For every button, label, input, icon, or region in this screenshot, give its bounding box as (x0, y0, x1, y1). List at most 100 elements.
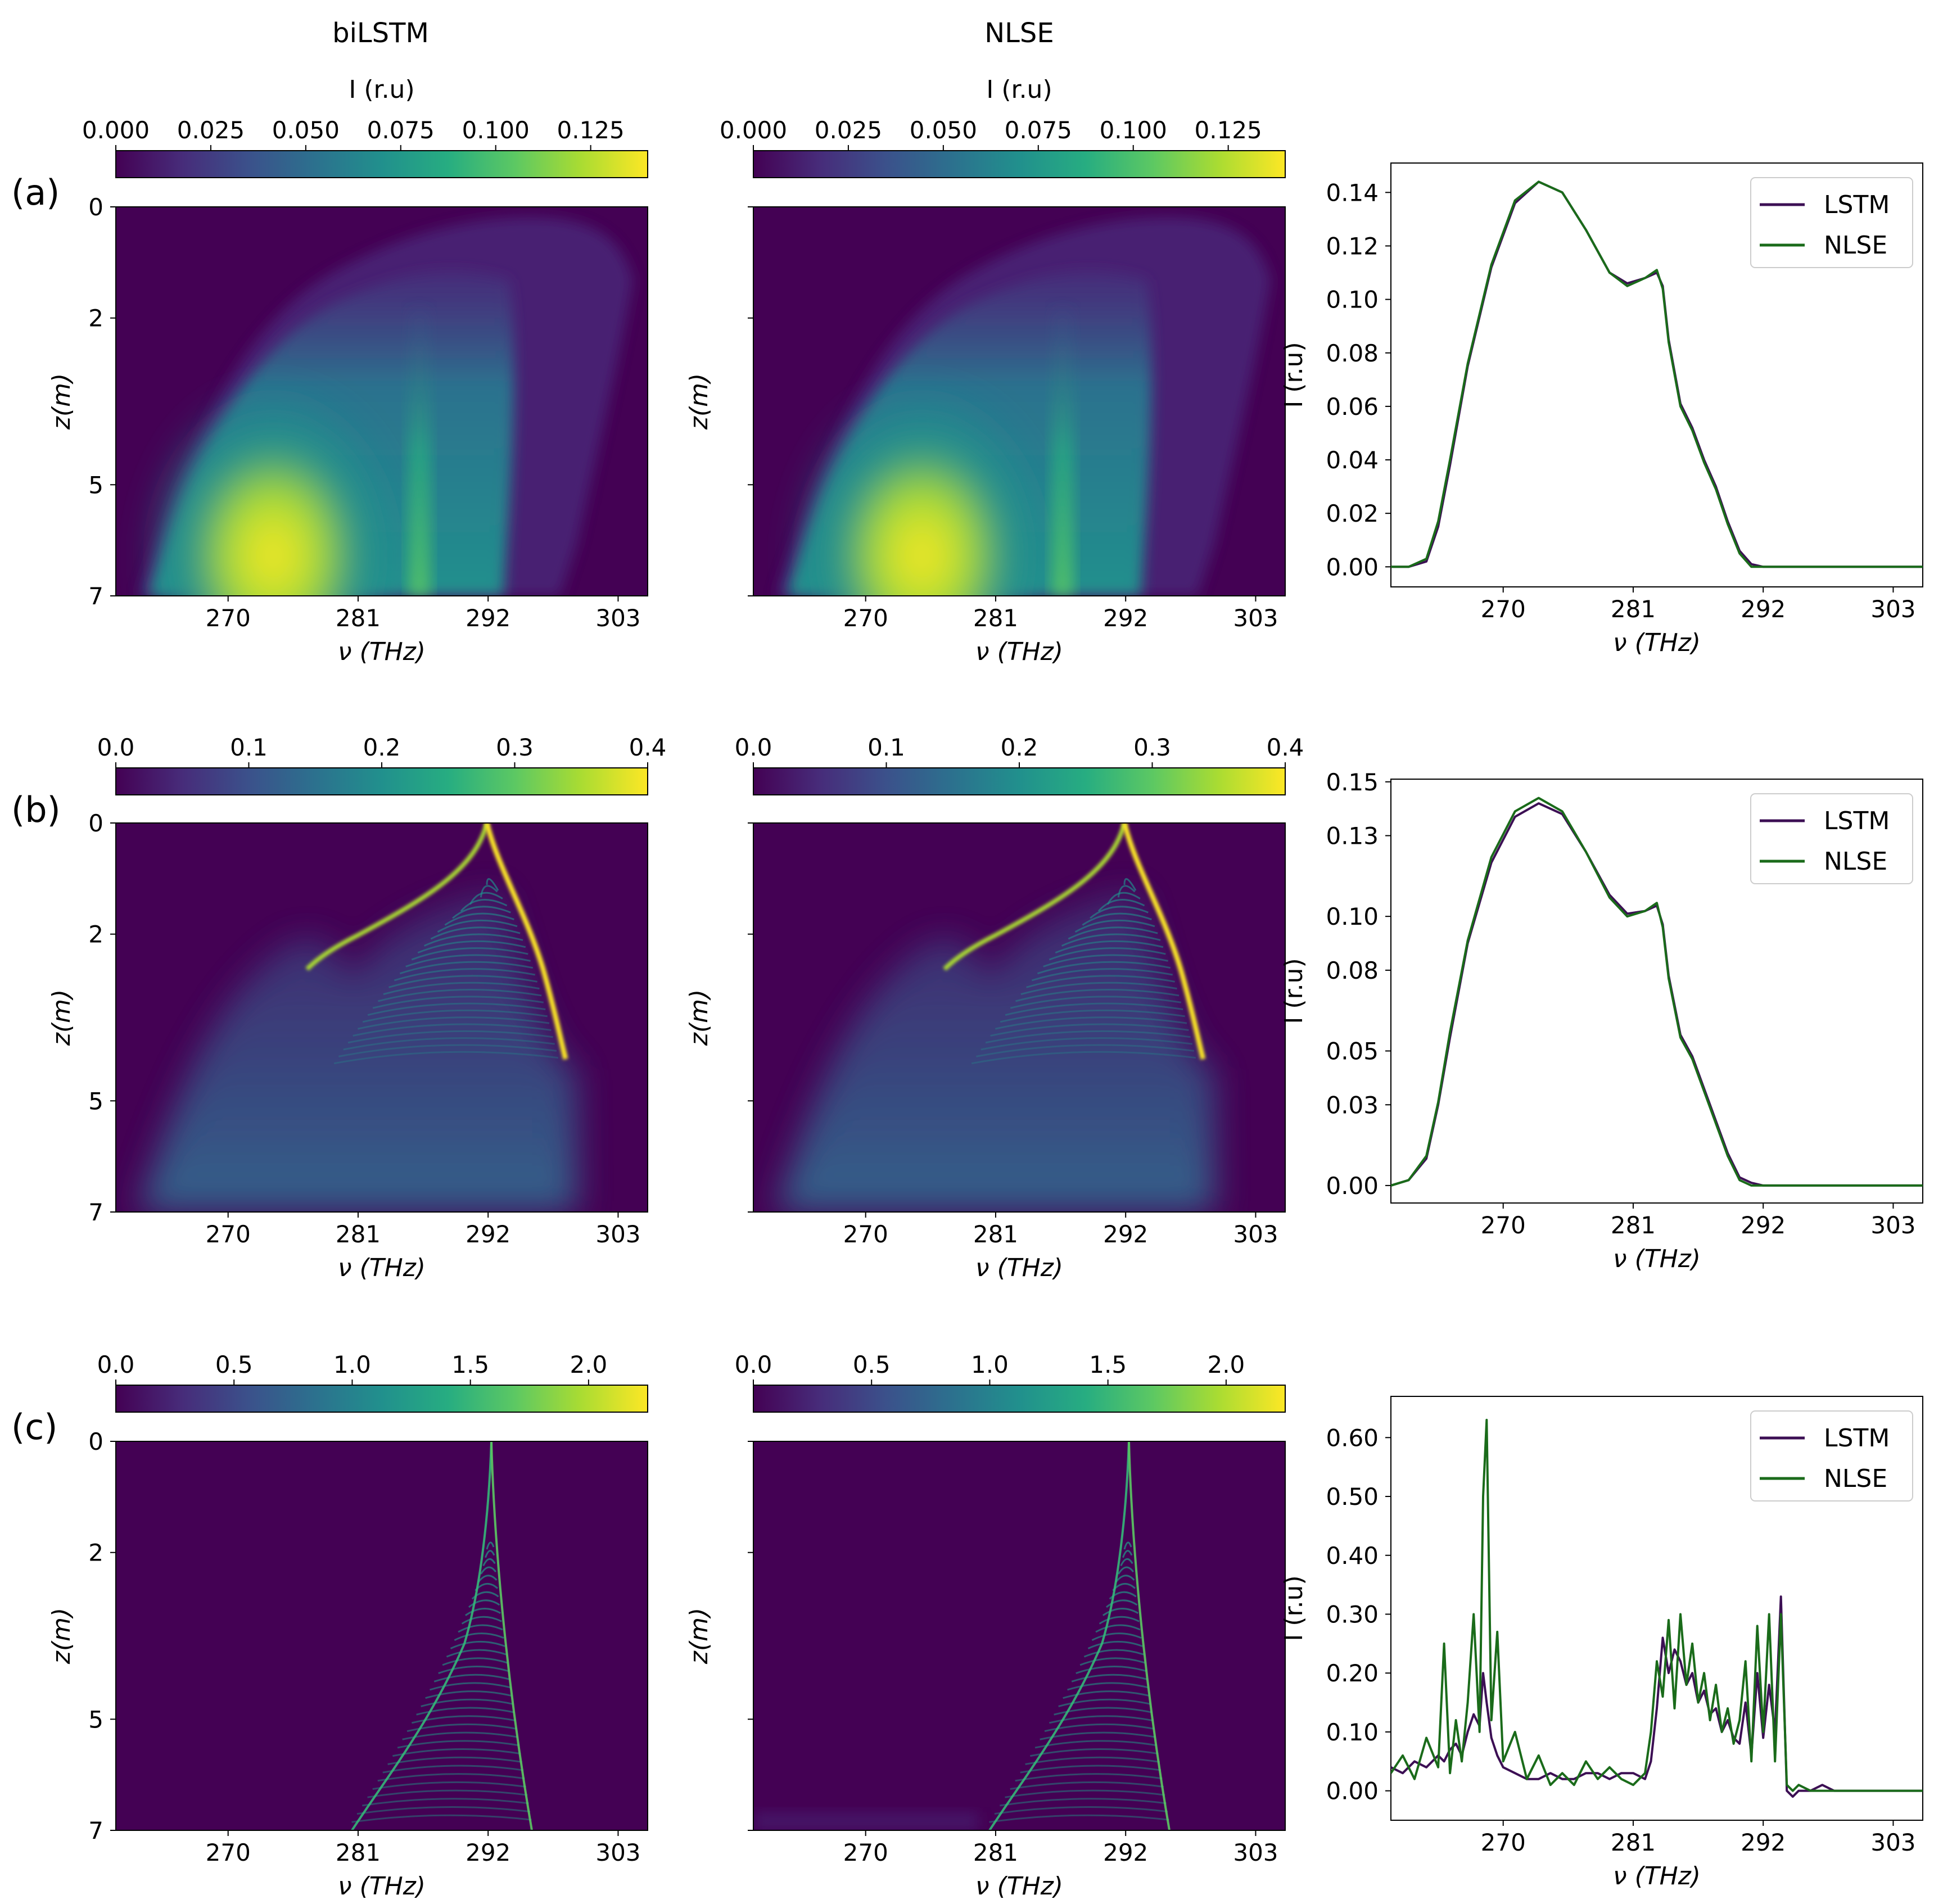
fringe-band (1061, 933, 1161, 947)
colorbar-a-bilstm: 0.000 0.025 0.050 0.075 0.100 0.125 I (r.u) (82, 75, 648, 178)
colorbar-tick-label: 0.5 (853, 1351, 891, 1378)
fringe-band (1031, 968, 1173, 982)
x-tick-label: 281 (973, 1839, 1018, 1866)
column-title-bilstm: biLSTM (332, 17, 429, 49)
heatmap-b-bilstm: 270 281 292 303 0 2 5 7 ν (THz) z(m) (47, 809, 648, 1282)
fringe-band (353, 1023, 552, 1037)
x-tick-label: 281 (973, 1220, 1018, 1248)
colorbar-tick-label: 0.025 (177, 116, 245, 144)
y-tick-label: 7 (88, 1817, 103, 1844)
colorbar-c-bilstm: 0.0 0.5 1.0 1.5 2.0 (97, 1351, 648, 1413)
fringe-band (1015, 989, 1180, 1002)
fringe-band (1082, 912, 1152, 926)
x-tick-label: 281 (336, 604, 381, 632)
fringe-band (358, 1016, 550, 1030)
fringe-band (362, 1798, 529, 1807)
y-tick-label: 0.04 (1326, 446, 1379, 474)
y-axis-label: z(m) (47, 1608, 76, 1665)
fringe-band (1067, 1682, 1149, 1691)
x-tick-label: 303 (1870, 1829, 1915, 1856)
y-tick-label: 7 (88, 1199, 103, 1226)
x-axis-label: ν (THz) (1613, 1245, 1701, 1273)
x-tick-label: 303 (1233, 604, 1278, 632)
fringe-band (971, 1051, 1196, 1065)
lineplot-c: 270 281 292 303 0.00 0.10 0.20 0.30 0.40 0.50 0.60… (1280, 1396, 1923, 1891)
fringe-band (397, 1740, 520, 1749)
colorbar-tick-label: 1.0 (333, 1351, 371, 1378)
fringe-band (460, 899, 508, 912)
y-tick-label: 2 (88, 1539, 103, 1567)
y-tick-label: 2 (88, 921, 103, 948)
fringe-band (405, 954, 531, 967)
fringe-band (382, 1765, 524, 1774)
colorbar-tick-label: 2.0 (1207, 1351, 1245, 1378)
lineplot-b: 270 281 292 303 0.00 0.03 0.05 0.08 0.10 0.13 0.15… (1280, 768, 1923, 1273)
colorbar-tick-label: 1.5 (1089, 1351, 1127, 1378)
fringe-band (417, 940, 526, 954)
y-tick-label: 0.03 (1326, 1091, 1379, 1119)
fringe-band (1074, 919, 1155, 933)
heatmap-c-nlse: 270 281 292 303 ν (THz) z(m) (685, 1441, 1286, 1901)
lineplot-a: 270 281 292 303 0.00 0.02 0.04 0.06 0.08 0.10 0.12… (1280, 162, 1923, 657)
y-tick-label: 0.06 (1326, 393, 1379, 420)
y-axis-label: I (r.u) (1280, 1575, 1308, 1641)
fringe-band (1010, 1781, 1164, 1790)
fringe-band (1123, 878, 1137, 891)
y-tick-label: 0.05 (1326, 1038, 1379, 1065)
fringe-band (452, 906, 511, 919)
fringe-band (1005, 1789, 1165, 1798)
fringe-band (1026, 975, 1175, 988)
fringe-band (1095, 1624, 1141, 1633)
fringe-band (1083, 1649, 1144, 1658)
colorbar-tick-label: 0.0 (735, 734, 772, 761)
y-tick-label: 0.10 (1326, 286, 1379, 314)
fringe-band (430, 1682, 511, 1691)
fringe-band (1109, 1591, 1137, 1600)
fringe-band (1079, 1657, 1145, 1666)
fringe-band (402, 1731, 519, 1740)
y-tick-label: 0.02 (1326, 500, 1379, 527)
fringe-band (1005, 1002, 1183, 1016)
fringe-band (1091, 1632, 1142, 1641)
colorbar-tick-label: 0.025 (815, 116, 882, 144)
fringe-band (990, 1023, 1189, 1037)
y-axis-label: I (r.u) (1280, 958, 1308, 1024)
fringe-band (454, 1632, 504, 1641)
fringe-band (367, 1789, 528, 1798)
colorbar-tick-label: 0.050 (272, 116, 340, 144)
fringe-band (1071, 1674, 1147, 1683)
fringe-band (1058, 1698, 1151, 1707)
legend-label: NLSE (1824, 231, 1887, 260)
x-tick-label: 281 (336, 1220, 381, 1248)
x-tick-label: 303 (595, 1220, 640, 1248)
y-tick-label: 0 (88, 1428, 103, 1455)
x-axis-label: ν (THz) (338, 1872, 426, 1901)
fringe-band (1049, 947, 1166, 961)
colorbar-tick-label: 0.050 (910, 116, 977, 144)
colorbar-tick-label: 0.125 (557, 116, 625, 144)
y-axis-label: z(m) (47, 989, 76, 1046)
colorbar-tick-label: 0.5 (215, 1351, 253, 1378)
fringe-band (1040, 1731, 1156, 1740)
x-tick-label: 270 (206, 1839, 251, 1866)
fringe-band (1102, 1608, 1139, 1616)
fringe-band (387, 1756, 522, 1765)
x-tick-label: 292 (1741, 1211, 1786, 1239)
fringe-band (430, 926, 521, 940)
x-axis-label: ν (THz) (975, 1254, 1063, 1282)
y-tick-label: 0.40 (1326, 1542, 1379, 1570)
fringe-band (1076, 1666, 1146, 1675)
fringe-band (458, 1624, 503, 1633)
fringe-band (421, 1698, 514, 1707)
y-tick-label: 0 (88, 193, 103, 221)
fringe-band (1106, 892, 1141, 905)
fringe-band (351, 1814, 532, 1823)
y-tick-label: 0.00 (1326, 1172, 1379, 1200)
x-tick-label: 281 (1611, 1211, 1656, 1239)
fringe-band (1015, 1773, 1163, 1782)
row-label-a: (a) (11, 172, 60, 213)
fringe-band (989, 1814, 1169, 1823)
fringe-band (1020, 1765, 1162, 1774)
x-tick-label: 292 (1103, 1220, 1148, 1248)
x-axis-label: ν (THz) (975, 1872, 1063, 1901)
